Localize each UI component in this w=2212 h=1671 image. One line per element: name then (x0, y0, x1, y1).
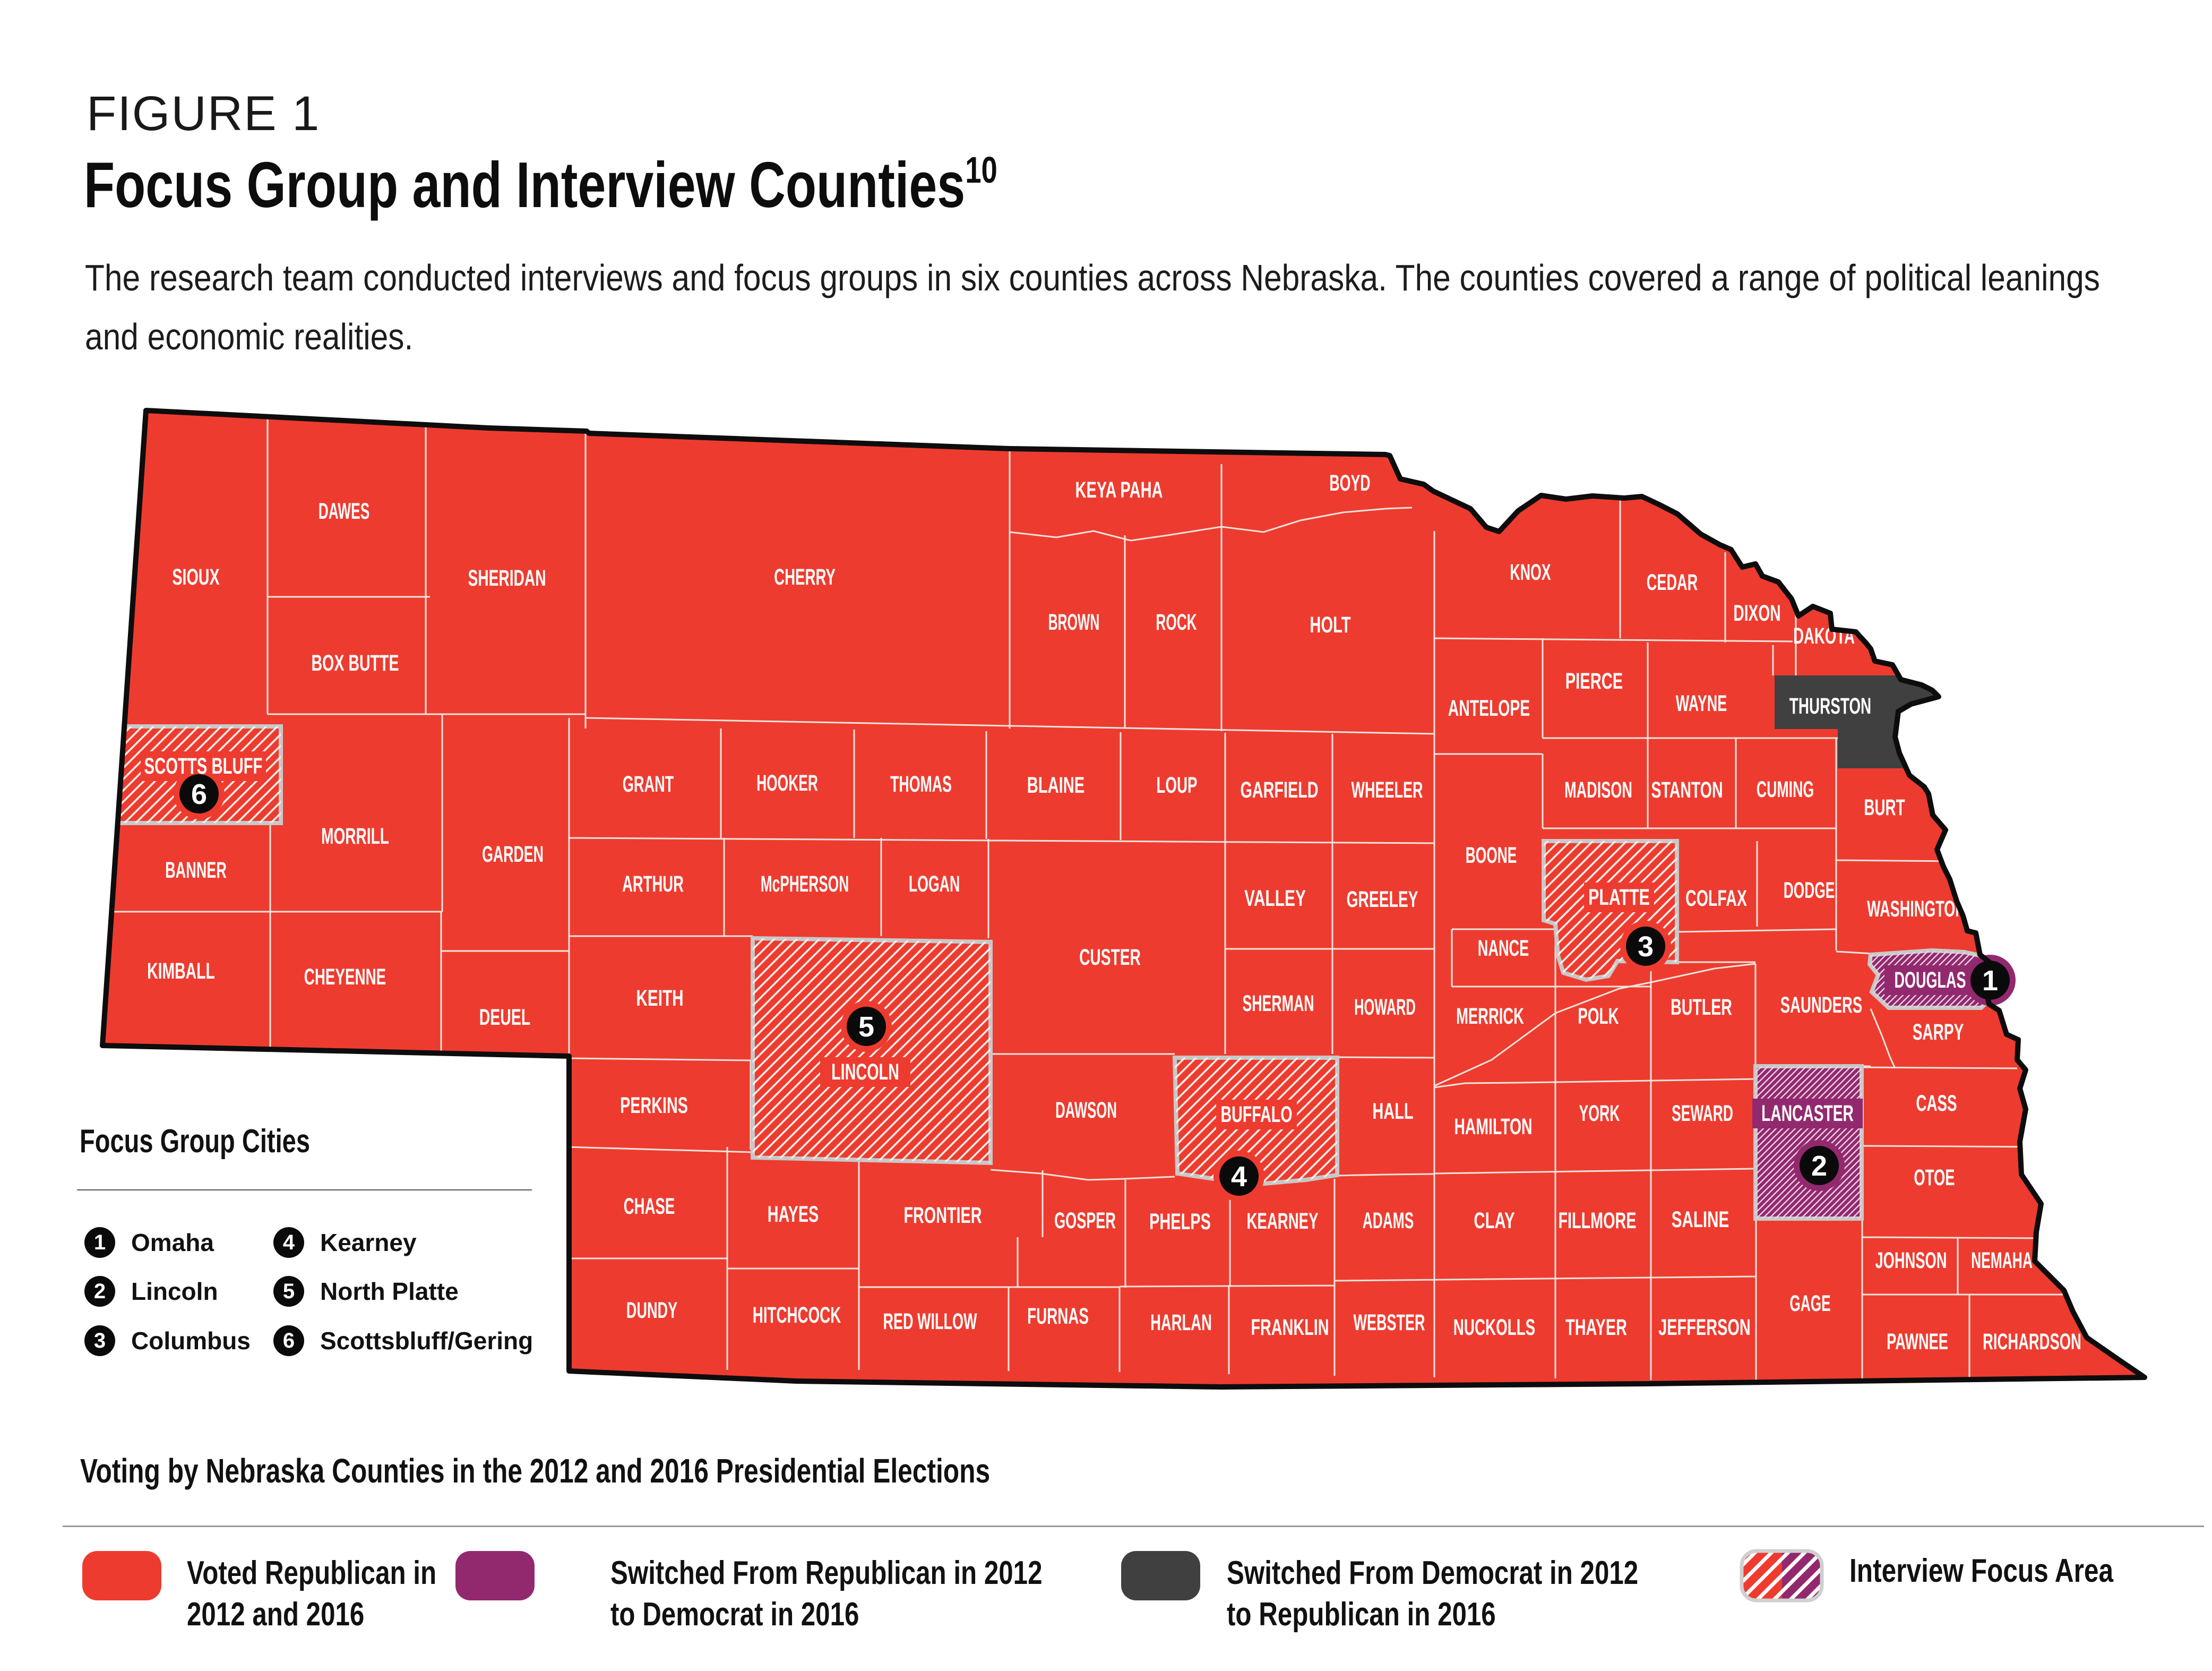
svg-text:STANTON: STANTON (1651, 777, 1723, 803)
svg-text:5: 5 (858, 1011, 874, 1043)
svg-text:DIXON: DIXON (1733, 601, 1780, 626)
svg-text:GRANT: GRANT (623, 772, 674, 797)
svg-text:SAUNDERS: SAUNDERS (1780, 992, 1862, 1018)
svg-text:NEMAHA: NEMAHA (1971, 1248, 2033, 1273)
svg-text:LOUP: LOUP (1156, 773, 1197, 798)
svg-text:CHEYENNE: CHEYENNE (304, 964, 386, 990)
svg-text:LINCOLN: LINCOLN (831, 1059, 899, 1085)
svg-text:KEARNEY: KEARNEY (1246, 1209, 1318, 1234)
svg-text:MERRICK: MERRICK (1456, 1004, 1524, 1029)
svg-text:GAGE: GAGE (1789, 1291, 1830, 1316)
svg-text:WASHINGTON: WASHINGTON (1867, 896, 1966, 922)
svg-text:CLAY: CLAY (1474, 1208, 1514, 1233)
svg-text:THURSTON: THURSTON (1789, 693, 1871, 719)
svg-text:3: 3 (1638, 931, 1654, 963)
svg-text:FRANKLIN: FRANKLIN (1251, 1315, 1329, 1340)
svg-text:GARFIELD: GARFIELD (1240, 777, 1318, 803)
svg-text:VALLEY: VALLEY (1244, 886, 1306, 911)
svg-text:BANNER: BANNER (165, 858, 227, 883)
svg-text:LOGAN: LOGAN (909, 871, 960, 897)
svg-text:PERKINS: PERKINS (620, 1093, 688, 1118)
svg-text:MORRILL: MORRILL (321, 824, 389, 849)
svg-text:RICHARDSON: RICHARDSON (1983, 1329, 2081, 1355)
svg-text:SALINE: SALINE (1672, 1207, 1729, 1232)
svg-text:NUCKOLLS: NUCKOLLS (1453, 1315, 1535, 1340)
svg-text:CHERRY: CHERRY (774, 564, 836, 590)
svg-text:HARLAN: HARLAN (1150, 1310, 1212, 1335)
svg-text:SIOUX: SIOUX (172, 564, 219, 590)
svg-text:FURNAS: FURNAS (1027, 1304, 1089, 1329)
svg-text:PLATTE: PLATTE (1588, 885, 1650, 910)
svg-text:CUMING: CUMING (1757, 777, 1814, 802)
svg-text:HALL: HALL (1372, 1099, 1413, 1124)
svg-text:HAYES: HAYES (768, 1202, 819, 1227)
svg-text:CUSTER: CUSTER (1079, 945, 1141, 970)
svg-text:PAWNEE: PAWNEE (1887, 1329, 1948, 1355)
svg-text:THAYER: THAYER (1565, 1315, 1627, 1340)
svg-text:KNOX: KNOX (1510, 560, 1551, 585)
svg-text:BOX BUTTE: BOX BUTTE (312, 650, 399, 676)
svg-text:CHASE: CHASE (624, 1194, 675, 1219)
svg-text:KEITH: KEITH (636, 986, 683, 1011)
svg-text:DAKOTA: DAKOTA (1793, 623, 1855, 649)
svg-text:THOMAS: THOMAS (890, 772, 952, 797)
svg-text:DEUEL: DEUEL (479, 1005, 531, 1030)
svg-text:WAYNE: WAYNE (1676, 691, 1727, 716)
svg-text:GOSPER: GOSPER (1054, 1208, 1116, 1233)
svg-text:MADISON: MADISON (1564, 777, 1632, 803)
svg-text:DOUGLAS: DOUGLAS (1894, 967, 1966, 993)
svg-text:SEWARD: SEWARD (1672, 1101, 1733, 1126)
svg-text:DAWES: DAWES (319, 499, 370, 524)
svg-text:HOLT: HOLT (1310, 612, 1350, 638)
svg-text:LANCASTER: LANCASTER (1761, 1101, 1854, 1126)
svg-text:OTOE: OTOE (1914, 1165, 1955, 1190)
svg-text:CASS: CASS (1916, 1091, 1957, 1116)
svg-text:SHERMAN: SHERMAN (1242, 991, 1314, 1016)
svg-text:COLFAX: COLFAX (1685, 886, 1747, 911)
svg-text:6: 6 (191, 778, 207, 810)
svg-text:BLAINE: BLAINE (1027, 773, 1085, 798)
svg-text:WHEELER: WHEELER (1351, 777, 1423, 803)
svg-text:GREELEY: GREELEY (1346, 887, 1418, 912)
svg-text:SHERIDAN: SHERIDAN (468, 565, 546, 591)
svg-text:PIERCE: PIERCE (1565, 669, 1623, 694)
svg-text:BUFFALO: BUFFALO (1220, 1102, 1292, 1127)
svg-text:BOYD: BOYD (1329, 470, 1370, 496)
svg-text:KEYA PAHA: KEYA PAHA (1075, 477, 1163, 503)
svg-text:ARTHUR: ARTHUR (622, 871, 684, 897)
svg-text:4: 4 (1231, 1161, 1247, 1193)
svg-text:HITCHCOCK: HITCHCOCK (753, 1302, 841, 1328)
svg-text:PHELPS: PHELPS (1149, 1209, 1211, 1235)
svg-text:ADAMS: ADAMS (1363, 1208, 1414, 1233)
svg-text:BROWN: BROWN (1048, 610, 1100, 635)
svg-text:ROCK: ROCK (1156, 610, 1197, 635)
svg-text:DUNDY: DUNDY (626, 1298, 678, 1323)
svg-text:DAWSON: DAWSON (1055, 1098, 1117, 1123)
svg-text:FRONTIER: FRONTIER (903, 1203, 982, 1228)
svg-text:JEFFERSON: JEFFERSON (1658, 1315, 1751, 1340)
svg-text:BURT: BURT (1864, 795, 1905, 820)
svg-text:YORK: YORK (1579, 1101, 1620, 1126)
svg-text:DODGE: DODGE (1784, 878, 1835, 903)
svg-text:ANTELOPE: ANTELOPE (1448, 696, 1530, 721)
svg-text:BOONE: BOONE (1466, 843, 1517, 868)
svg-text:HAMILTON: HAMILTON (1454, 1114, 1532, 1139)
svg-text:BUTLER: BUTLER (1671, 995, 1732, 1020)
svg-text:RED WILLOW: RED WILLOW (883, 1309, 977, 1334)
svg-text:McPHERSON: McPHERSON (761, 871, 849, 897)
svg-text:FILLMORE: FILLMORE (1558, 1208, 1636, 1233)
svg-text:1: 1 (1982, 965, 1998, 997)
svg-text:SARPY: SARPY (1913, 1019, 1964, 1045)
svg-text:2: 2 (1811, 1150, 1827, 1182)
svg-text:WEBSTER: WEBSTER (1353, 1310, 1425, 1335)
svg-text:HOWARD: HOWARD (1354, 995, 1416, 1020)
svg-text:GARDEN: GARDEN (482, 842, 544, 867)
svg-text:JOHNSON: JOHNSON (1875, 1248, 1947, 1273)
svg-text:CEDAR: CEDAR (1647, 570, 1698, 595)
svg-text:POLK: POLK (1578, 1004, 1619, 1029)
svg-text:KIMBALL: KIMBALL (147, 958, 215, 984)
svg-text:NANCE: NANCE (1478, 936, 1529, 961)
svg-text:HOOKER: HOOKER (756, 770, 818, 796)
